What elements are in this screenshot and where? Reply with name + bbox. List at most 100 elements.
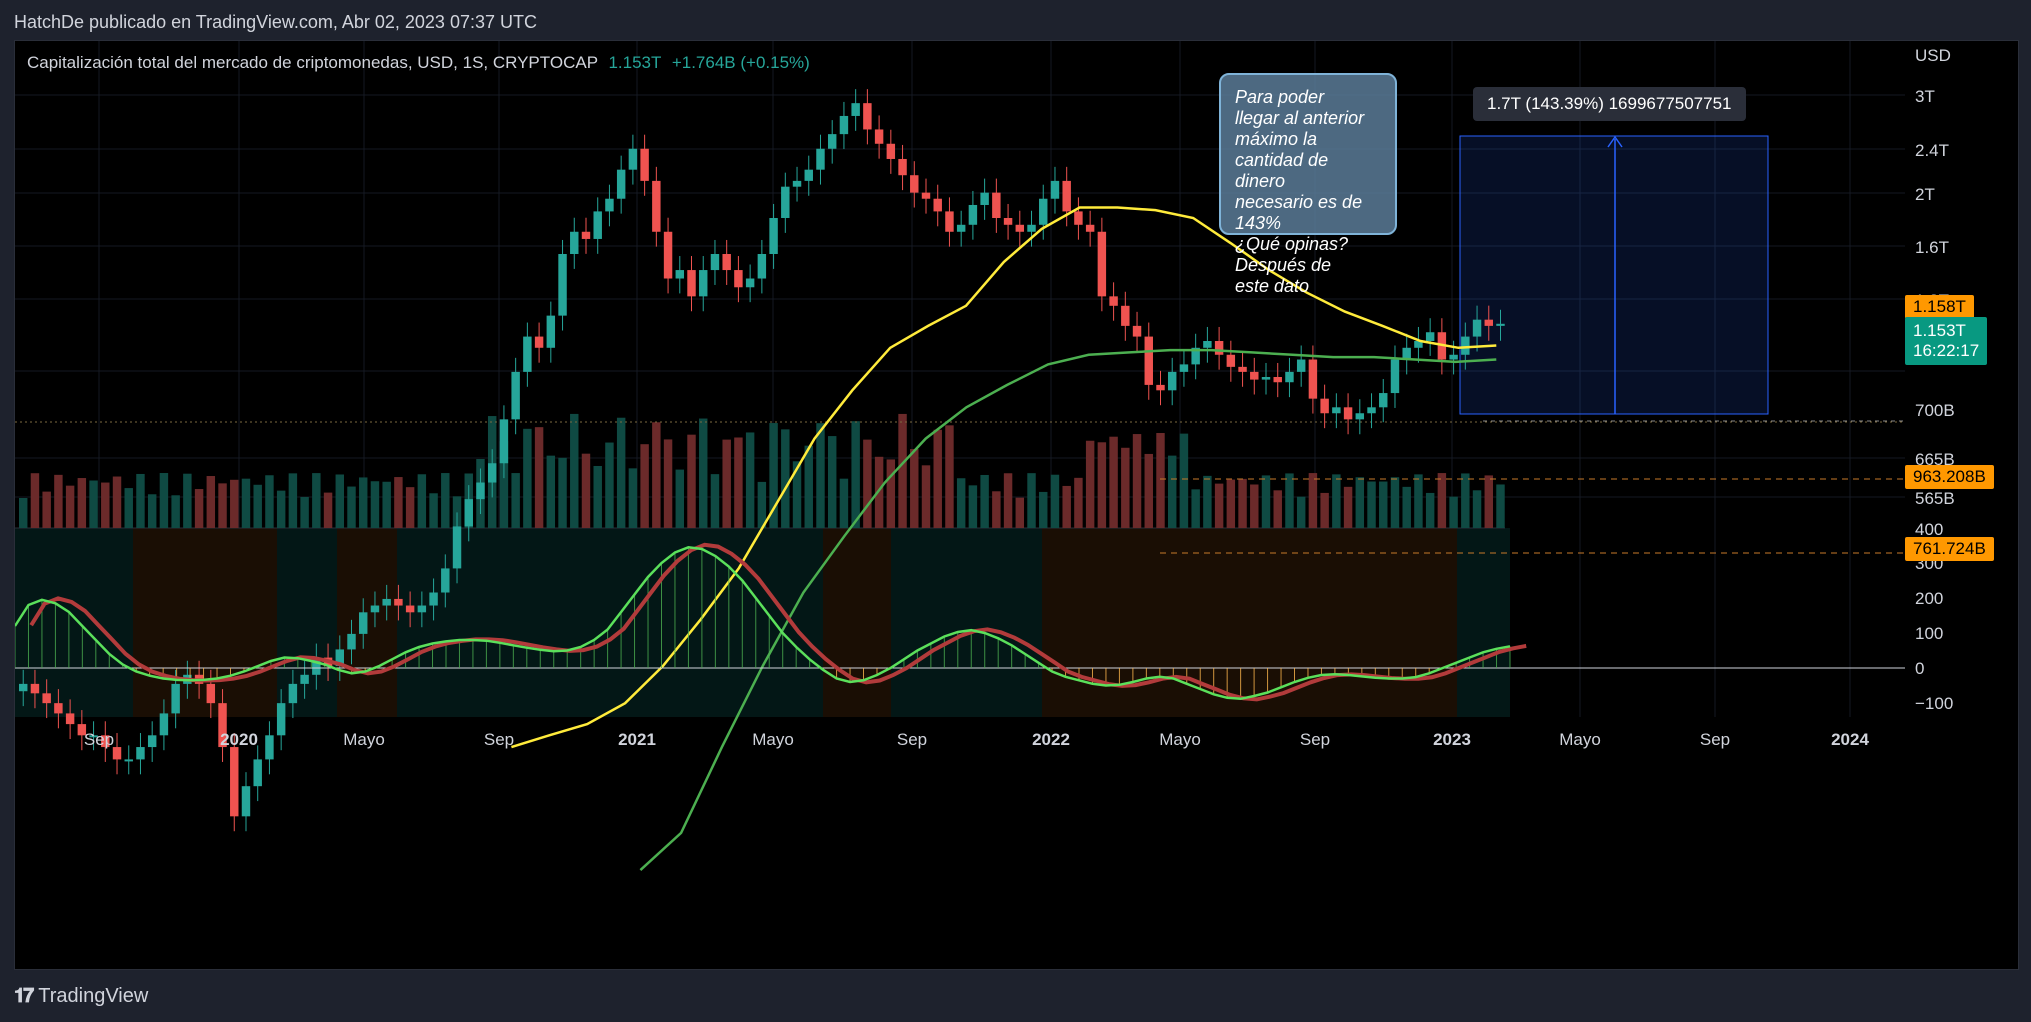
candle-body: [886, 143, 896, 159]
candle-body: [77, 724, 87, 736]
candle-body: [851, 103, 860, 116]
volume-bar: [405, 487, 415, 528]
chart-canvas[interactable]: USD3T2.4T2T1.6T1.3T700B665B565B400300200…: [15, 41, 2018, 969]
volume-bar: [1179, 433, 1189, 528]
candle-body: [1027, 224, 1036, 232]
volume-bar: [1250, 484, 1259, 528]
candle-body: [558, 254, 567, 316]
volume-bar: [417, 474, 427, 528]
volume-bar: [663, 439, 673, 528]
candle-body: [910, 175, 919, 193]
candle-body: [534, 336, 544, 348]
measure-arrow-head: [1607, 135, 1623, 148]
oscillator-y-tick-label: 200: [1915, 589, 1943, 608]
candle-body: [1039, 198, 1048, 225]
volume-bar: [593, 465, 602, 528]
candle-body: [968, 204, 978, 225]
price-tag-support-2: 761.724B: [1905, 537, 1994, 561]
candle-body: [1390, 359, 1400, 394]
candle-body: [42, 693, 51, 704]
candle-body: [640, 148, 649, 181]
volume-bar: [956, 478, 966, 528]
volume-bar: [136, 473, 145, 528]
candle-body: [65, 713, 75, 725]
symbol-legend: Capitalización total del mercado de crip…: [27, 53, 810, 73]
annotation-note[interactable]: Para poder llegar al anterior máximo la …: [1219, 73, 1397, 296]
volume-bar: [1402, 486, 1411, 528]
candle-body: [956, 224, 966, 232]
volume-bar: [1027, 473, 1036, 528]
measure-label[interactable]: 1.7T (143.39%) 1699677507751: [1473, 87, 1746, 121]
volume-bar: [945, 425, 954, 528]
volume-bar: [370, 481, 380, 528]
candle-body: [1156, 384, 1165, 391]
candle-body: [230, 747, 239, 817]
volume-bar: [382, 481, 391, 528]
x-axis-tick-label: 2024: [1831, 730, 1869, 749]
candle-body: [933, 198, 942, 212]
volume-bar: [359, 477, 368, 528]
y-axis-tick-label: 3T: [1915, 87, 1935, 106]
volume-bar: [1285, 473, 1294, 528]
volume-bar: [288, 473, 298, 528]
candle-body: [265, 735, 274, 760]
volume-bar: [65, 485, 75, 528]
candle-body: [839, 115, 849, 135]
brand-footer[interactable]: 𝟏𝟕 TradingView: [14, 985, 148, 1008]
candle-body: [405, 605, 415, 613]
volume-bar: [1167, 455, 1177, 528]
volume-bar: [194, 489, 204, 528]
volume-bar: [640, 444, 649, 528]
oscillator-signal-line: [29, 542, 1527, 702]
candle-body: [382, 598, 391, 606]
volume-bar: [30, 473, 40, 528]
candle-body: [1203, 340, 1212, 348]
candle-body: [1496, 323, 1505, 326]
y-axis-tick-label: 2T: [1915, 185, 1935, 204]
candle-body: [1191, 347, 1200, 365]
volume-bar: [581, 453, 591, 528]
volume-bar: [241, 478, 251, 528]
volume-bar: [1437, 473, 1447, 528]
candle-body: [171, 683, 180, 714]
publish-credit: HatchDe publicado en TradingView.com, Ab…: [14, 12, 537, 32]
candle-body: [921, 192, 931, 199]
candle-body: [288, 683, 298, 704]
y-axis-tick-label: 2.4T: [1915, 141, 1949, 160]
candle-body: [112, 747, 122, 760]
candle-body: [1285, 371, 1294, 383]
volume-bar: [886, 459, 896, 528]
oscillator-zone: [1457, 528, 1510, 717]
volume-bar: [1461, 473, 1470, 528]
volume-bar: [1320, 492, 1329, 528]
candle-body: [1144, 336, 1153, 385]
volume-bar: [300, 496, 309, 528]
price-tag-horizontal-line: 1.158T: [1905, 295, 1974, 319]
volume-bar: [452, 496, 462, 528]
candle-body: [253, 759, 262, 787]
candle-body: [652, 180, 661, 232]
volume-bar: [652, 422, 661, 528]
candle-body: [687, 270, 696, 297]
candle-body: [1449, 354, 1458, 360]
volume-bar: [1273, 490, 1282, 528]
y-axis-tick-label: 1.6T: [1915, 238, 1949, 257]
volume-bar: [734, 437, 743, 528]
x-axis-tick-label: 2021: [618, 730, 656, 749]
candle-body: [1332, 407, 1341, 414]
volume-bar: [898, 413, 907, 528]
candle-body: [769, 217, 778, 255]
volume-bar: [1015, 497, 1025, 528]
volume-bar: [101, 482, 110, 528]
candle-body: [1261, 377, 1271, 380]
candle-body: [792, 180, 802, 187]
volume-bar: [687, 434, 696, 528]
volume-bar: [628, 468, 638, 528]
candle-body: [1015, 224, 1025, 232]
price-tag-support-1: 963.208B: [1905, 465, 1994, 489]
volume-bar: [1332, 474, 1341, 528]
volume-bar: [1261, 475, 1271, 528]
ma-fast-line: [511, 206, 1497, 749]
volume-bar: [265, 475, 274, 528]
chart-panel[interactable]: USD3T2.4T2T1.6T1.3T700B665B565B400300200…: [14, 40, 2019, 970]
